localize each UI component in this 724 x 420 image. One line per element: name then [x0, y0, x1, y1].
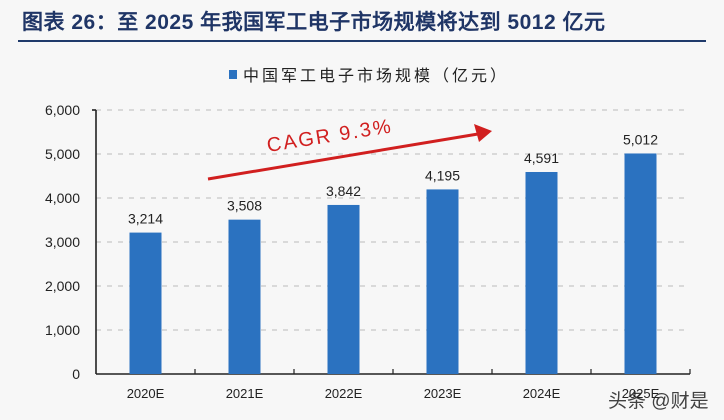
legend-swatch: [229, 69, 237, 79]
bar-2021E: [228, 219, 261, 374]
y-tick-label: 1,000: [45, 322, 80, 338]
y-tick-label: 6,000: [45, 102, 80, 118]
arrowhead-icon: [474, 124, 492, 142]
watermark: 头条 @财是: [608, 391, 709, 412]
x-tick-label: 2021E: [226, 386, 264, 401]
title-divider: [18, 40, 706, 42]
bar-value-label: 3,214: [128, 211, 163, 227]
y-tick-label: 2,000: [45, 278, 80, 294]
bar-2020E: [129, 232, 162, 374]
bar-value-label: 4,591: [524, 150, 559, 166]
y-tick-label: 3,000: [45, 234, 80, 250]
y-tick-label: 0: [72, 366, 80, 382]
x-tick-label: 2023E: [424, 386, 462, 401]
bar-2025E: [624, 153, 657, 374]
bar-2023E: [426, 189, 459, 374]
x-tick-label: 2020E: [127, 386, 165, 401]
x-tick-label: 2024E: [523, 386, 561, 401]
bar-value-label: 5,012: [623, 131, 658, 147]
legend: 中国军工电子市场规模（亿元）: [229, 62, 509, 86]
x-tick-label: 2022E: [325, 386, 363, 401]
legend-label: 中国军工电子市场规模（亿元）: [243, 68, 510, 85]
y-tick-label: 4,000: [45, 190, 80, 206]
bar-value-label: 3,842: [326, 183, 361, 199]
chart-title: 图表 26：至 2025 年我国军工电子市场规模将达到 5012 亿元: [22, 11, 606, 34]
bar-value-label: 4,195: [425, 167, 460, 183]
x-tick-label: 2025E: [622, 386, 660, 401]
y-tick-label: 5,000: [45, 146, 80, 162]
cagr-arrow: [207, 132, 479, 181]
bar-value-label: 3,508: [227, 198, 262, 214]
bar-2022E: [327, 204, 360, 374]
bar-2024E: [525, 171, 558, 374]
